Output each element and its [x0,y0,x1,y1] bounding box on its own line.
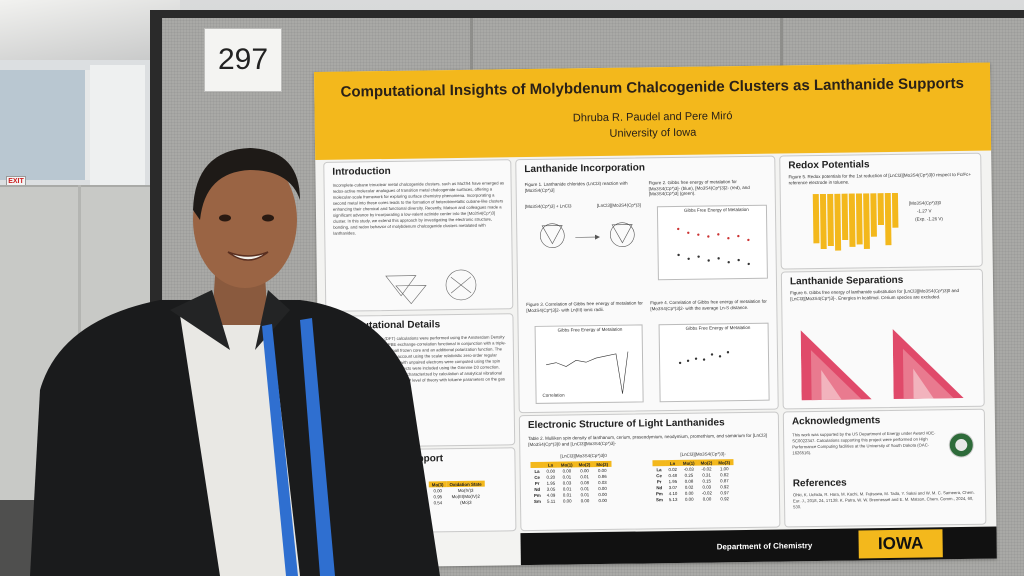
department-name: Department of Chemistry [716,541,813,552]
scatter-plot [677,227,750,266]
heatmap-left [800,330,872,401]
figure-4-chart: Gibbs Free Energy of Metalation [658,322,770,403]
scatter-plot [546,351,629,394]
right-eye [262,214,274,222]
section-title: References [792,477,847,490]
redox-bar [834,193,842,251]
redox-bar [812,193,820,244]
acknowledgments-panel: Acknowledgments This work was supported … [782,408,987,528]
redox-bar [884,192,892,246]
window [0,70,91,180]
face [193,152,297,288]
lanyard [300,318,335,576]
door [90,65,145,185]
table-cell: 0.92 [720,495,729,501]
acknowledgments-text: This work was supported by the US Depart… [792,430,936,456]
electronic-structure-panel: Electronic Structure of Light Lanthanide… [518,411,781,532]
references-text: Ohki, K. Uchida, R. Hara, M. Kachi, M. F… [792,489,975,510]
table-cell: 0.00 [562,497,572,504]
reaction-scheme [540,222,635,248]
iowa-logo: IOWA [858,529,943,559]
left-eye [219,214,231,222]
figure-3-chart: Gibbs Free Energy of Metalation Correlat… [534,324,644,404]
cluster-structure-figure [385,269,477,305]
figure-3-caption: Figure 3. Correlation of Gibbs free ener… [526,300,643,313]
presenter-person [30,148,440,576]
redox-bar [863,193,870,250]
table-caption: Table 2. Mulliken spin density of lantha… [528,432,768,447]
smile [227,251,269,261]
reaction-right: [LnCl3][Mo3S4(Cp*)3] [596,202,641,209]
redox-bar [891,192,899,228]
chart-title: Gibbs Free Energy of Metalation [685,324,751,331]
table-cell: 0.00 [684,496,694,502]
redox-bar [870,193,877,237]
chart-title: Gibbs Free Energy of Metalation [683,206,749,213]
scatter-plot [678,351,730,365]
spin-density-table-anion: Ln Mo(1) Mo(2) Mo(3) La 0.02 -0.03 -0.02 1.00 Ce 0… [652,459,734,502]
spin-density-table-neutral: Ln Mo(1) Mo(2) Mo(3) La 0.00 0.00 0.00 0.00 Ce 0.2… [530,460,612,504]
redox-bar [877,193,884,226]
jacket-collar-left [170,290,230,350]
neck [212,275,268,325]
redox-bar [841,193,849,241]
board-seam [470,18,473,78]
doe-seal-icon [948,432,974,458]
board-seam [780,18,783,78]
introduction-panel: Introduction Incomplete-cubane trinuclea… [323,159,514,312]
table-row-label: Sm [655,496,663,502]
table-row-label: Sm [533,498,541,504]
figure-1-caption: Figure 1. Lanthanide chlorides (LnCl3) r… [524,180,628,193]
table-cell: 5.11 [546,498,556,504]
figure-4-caption: Figure 4. Correlation of Gibbs free ener… [650,298,767,311]
booth-number-card: 297 [204,28,282,92]
table-left-title: [LnCl3][Mo3S4(Cp*)3]0 [560,452,607,459]
table-cell: 0.00 [580,497,590,503]
figure-6-caption: Figure 6. Gibbs free energy of lanthanid… [790,288,960,301]
section-title: Electronic Structure of Light Lanthanide… [527,417,725,432]
section-title: Lanthanide Separations [789,274,904,288]
redox-value: -1.27 V [916,208,932,214]
lanthanide-incorporation-panel: Lanthanide Incorporation Figure 1. Lanth… [515,155,779,414]
section-title: Redox Potentials [788,159,870,172]
figure-2-caption: Figure 2. Gibbs free energy of metalatio… [648,179,750,197]
redox-exp-value: (Exp. -1.26 V) [915,216,943,222]
figure-5-caption: Figure 5. Redox potentials for the 1st r… [788,171,971,185]
table-cell: 0.00 [598,497,607,503]
section-title: Lanthanide Incorporation [524,162,646,176]
research-poster: Computational Insights of Molybdenum Cha… [314,62,997,568]
redox-potentials-panel: Redox Potentials Figure 5. Redox potenti… [779,152,983,270]
table-cell: 5.13 [668,496,678,502]
figure-2-chart: Gibbs Free Energy of Metalation [656,204,768,281]
redox-bar [819,193,827,250]
heatmap-right [892,328,964,399]
lanyard-strap [262,324,298,576]
lanthanide-separations-panel: Lanthanide Separations Figure 6. Gibbs f… [780,268,985,410]
table-header: Mo(3) [715,459,734,466]
redox-bar [848,193,856,247]
correlation-label: Correlation [542,392,565,398]
redox-bar [827,193,834,247]
reaction-left: [Mo3S4(Cp*)3] + LnCl3 [524,203,572,210]
table-row: Sm 5.13 0.00 0.00 0.92 [653,495,734,502]
chart-title: Gibbs Free Energy of Metalation [557,326,623,333]
booth-number: 297 [217,43,269,76]
redox-bar [855,193,863,245]
section-title: Acknowledgments [791,415,881,428]
table-header: Mo(3) [593,460,612,468]
table-cell: 0.00 [702,495,712,502]
redox-bar-chart [812,192,899,251]
redox-label: [Mo3S4(Cp*)3]0 [908,200,942,206]
table-right-title: [LnCl3][Mo3S4(Cp*)3]- [680,451,726,457]
table-row: Sm 5.11 0.00 0.00 0.00 [531,497,612,504]
hair [193,148,300,220]
